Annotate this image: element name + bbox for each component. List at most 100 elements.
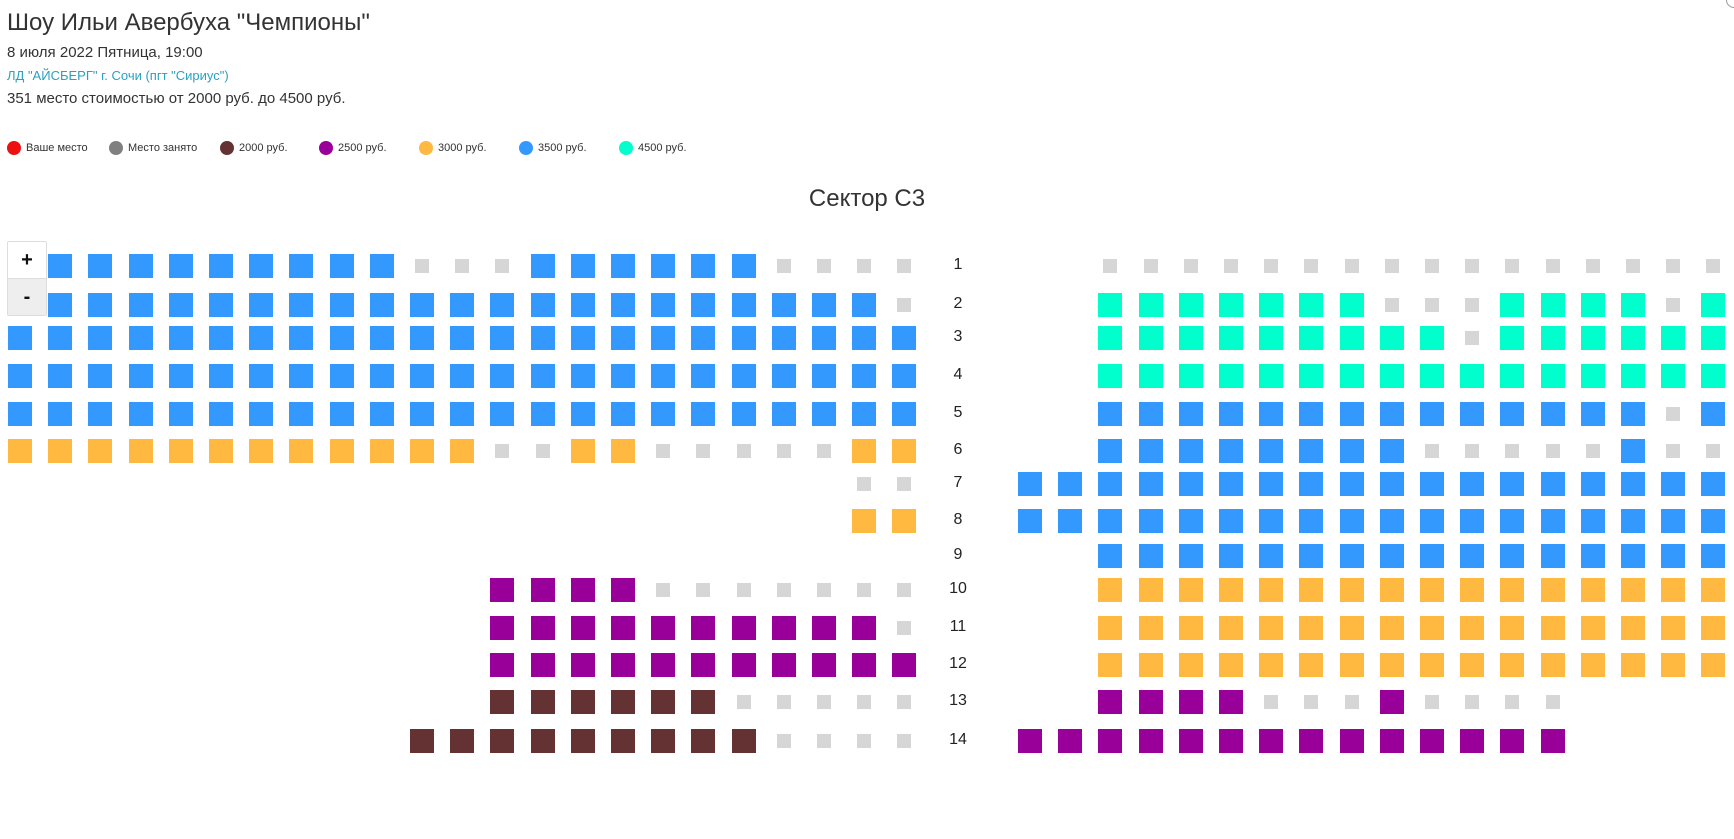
seat-available[interactable] bbox=[731, 616, 756, 640]
seat-available[interactable] bbox=[490, 364, 515, 388]
seat-available[interactable] bbox=[369, 439, 394, 463]
seat-available[interactable] bbox=[812, 402, 836, 426]
seat-available[interactable] bbox=[1138, 326, 1163, 350]
seat-available[interactable] bbox=[651, 653, 676, 677]
seat-available[interactable] bbox=[611, 293, 635, 317]
seat-available[interactable] bbox=[1339, 472, 1364, 496]
seat-available[interactable] bbox=[209, 439, 233, 463]
seat-available[interactable] bbox=[1420, 729, 1444, 753]
seat-available[interactable] bbox=[128, 326, 153, 350]
seat-available[interactable] bbox=[1219, 616, 1243, 640]
seat-available[interactable] bbox=[1420, 402, 1444, 426]
seat-available[interactable] bbox=[1621, 364, 1645, 388]
seat-available[interactable] bbox=[289, 439, 314, 463]
seat-available[interactable] bbox=[1219, 439, 1243, 463]
seat-available[interactable] bbox=[1299, 616, 1324, 640]
seat-available[interactable] bbox=[1098, 472, 1123, 496]
seat-available[interactable] bbox=[530, 326, 555, 350]
seat-available[interactable] bbox=[1178, 690, 1203, 714]
seat-available[interactable] bbox=[209, 402, 233, 426]
seat-available[interactable] bbox=[48, 439, 73, 463]
seat-available[interactable] bbox=[852, 402, 877, 426]
seat-available[interactable] bbox=[1540, 578, 1565, 602]
seat-available[interactable] bbox=[1379, 653, 1404, 677]
seat-available[interactable] bbox=[88, 293, 113, 317]
seat-available[interactable] bbox=[1178, 653, 1203, 677]
seat-available[interactable] bbox=[1299, 293, 1324, 317]
seat-available[interactable] bbox=[691, 254, 716, 278]
seat-available[interactable] bbox=[1420, 364, 1444, 388]
seat-available[interactable] bbox=[651, 326, 676, 350]
seat-available[interactable] bbox=[410, 439, 434, 463]
seat-available[interactable] bbox=[611, 439, 635, 463]
seat-available[interactable] bbox=[1540, 616, 1565, 640]
seat-available[interactable] bbox=[611, 364, 635, 388]
seat-available[interactable] bbox=[1379, 439, 1404, 463]
seat-available[interactable] bbox=[651, 402, 676, 426]
seat-available[interactable] bbox=[249, 402, 274, 426]
seat-available[interactable] bbox=[1500, 616, 1525, 640]
seat-available[interactable] bbox=[1580, 472, 1605, 496]
seat-available[interactable] bbox=[1098, 509, 1123, 533]
seat-available[interactable] bbox=[450, 364, 475, 388]
seat-available[interactable] bbox=[249, 439, 274, 463]
seat-available[interactable] bbox=[1540, 402, 1565, 426]
seat-available[interactable] bbox=[329, 293, 354, 317]
seat-available[interactable] bbox=[1420, 509, 1444, 533]
seat-available[interactable] bbox=[128, 293, 153, 317]
seat-available[interactable] bbox=[168, 326, 193, 350]
seat-available[interactable] bbox=[1621, 509, 1645, 533]
seat-available[interactable] bbox=[168, 364, 193, 388]
seat-available[interactable] bbox=[691, 293, 716, 317]
seat-available[interactable] bbox=[1098, 402, 1123, 426]
seat-available[interactable] bbox=[88, 364, 113, 388]
seat-available[interactable] bbox=[1219, 509, 1243, 533]
seat-available[interactable] bbox=[1219, 544, 1243, 568]
seat-available[interactable] bbox=[611, 578, 635, 602]
seat-available[interactable] bbox=[1138, 472, 1163, 496]
seat-available[interactable] bbox=[48, 254, 73, 278]
seat-available[interactable] bbox=[570, 402, 595, 426]
seat-available[interactable] bbox=[1580, 402, 1605, 426]
seat-available[interactable] bbox=[1540, 509, 1565, 533]
seat-available[interactable] bbox=[1219, 472, 1243, 496]
seat-available[interactable] bbox=[1219, 729, 1243, 753]
seat-available[interactable] bbox=[771, 616, 796, 640]
seat-available[interactable] bbox=[1420, 578, 1444, 602]
seat-available[interactable] bbox=[852, 326, 877, 350]
seat-available[interactable] bbox=[1339, 729, 1364, 753]
seat-available[interactable] bbox=[1259, 653, 1284, 677]
seat-available[interactable] bbox=[1580, 578, 1605, 602]
seat-available[interactable] bbox=[329, 364, 354, 388]
seat-available[interactable] bbox=[852, 439, 877, 463]
seat-available[interactable] bbox=[852, 293, 877, 317]
seat-available[interactable] bbox=[1178, 472, 1203, 496]
seat-available[interactable] bbox=[1701, 364, 1726, 388]
seat-available[interactable] bbox=[1460, 364, 1485, 388]
seat-available[interactable] bbox=[731, 729, 756, 753]
seat-available[interactable] bbox=[48, 293, 73, 317]
seat-available[interactable] bbox=[450, 729, 475, 753]
seat-available[interactable] bbox=[209, 254, 233, 278]
seat-available[interactable] bbox=[1580, 544, 1605, 568]
seat-available[interactable] bbox=[1420, 472, 1444, 496]
seat-available[interactable] bbox=[1420, 653, 1444, 677]
seat-available[interactable] bbox=[852, 364, 877, 388]
seat-available[interactable] bbox=[1339, 653, 1364, 677]
seat-available[interactable] bbox=[450, 439, 475, 463]
seat-available[interactable] bbox=[852, 653, 877, 677]
seat-available[interactable] bbox=[1259, 578, 1284, 602]
seat-available[interactable] bbox=[329, 402, 354, 426]
seat-available[interactable] bbox=[771, 653, 796, 677]
seat-available[interactable] bbox=[1098, 326, 1123, 350]
seat-available[interactable] bbox=[249, 364, 274, 388]
seat-available[interactable] bbox=[1058, 729, 1083, 753]
seat-available[interactable] bbox=[1178, 729, 1203, 753]
seat-available[interactable] bbox=[1460, 616, 1485, 640]
seat-available[interactable] bbox=[1379, 326, 1404, 350]
seat-available[interactable] bbox=[1098, 578, 1123, 602]
seat-available[interactable] bbox=[450, 293, 475, 317]
seat-available[interactable] bbox=[1219, 402, 1243, 426]
seat-available[interactable] bbox=[1500, 364, 1525, 388]
seat-available[interactable] bbox=[128, 364, 153, 388]
